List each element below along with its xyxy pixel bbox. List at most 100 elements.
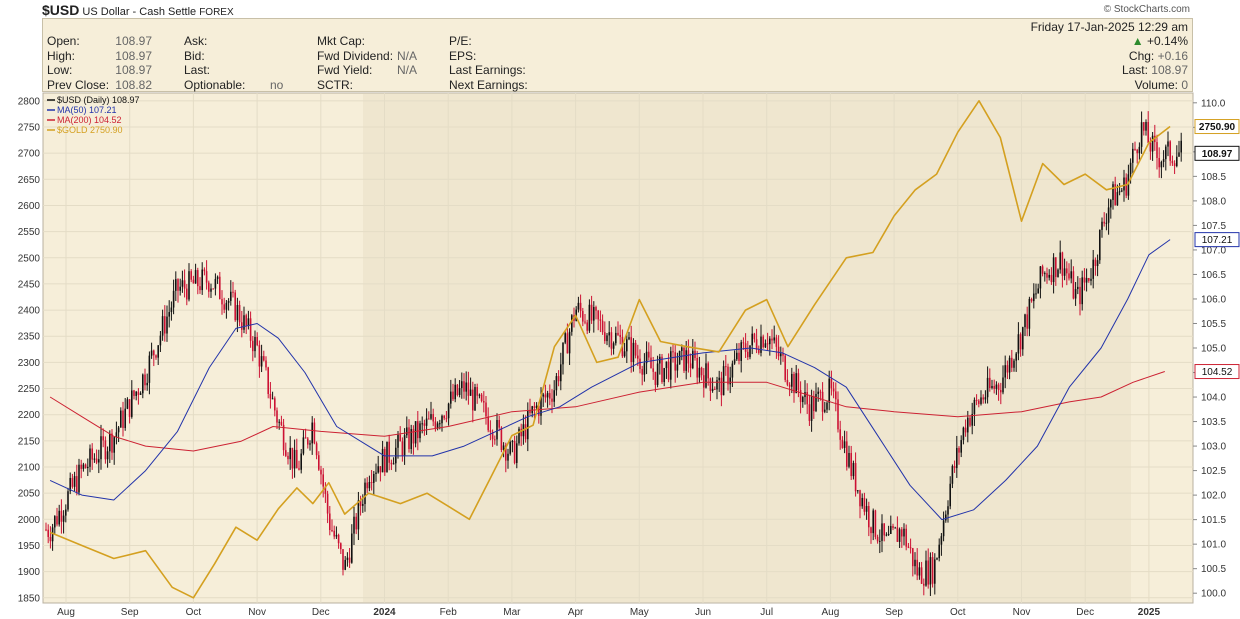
candle-body <box>604 332 606 342</box>
candle-body <box>364 482 366 505</box>
candle-body <box>329 513 331 531</box>
candle-body <box>428 418 430 420</box>
candle-body <box>709 378 712 391</box>
last2-value: 108.97 <box>1151 63 1188 77</box>
candle-body <box>1039 266 1042 289</box>
candle-body <box>1136 149 1138 154</box>
candle-body <box>322 474 324 487</box>
candle-body <box>942 520 945 537</box>
candle-body <box>223 304 225 310</box>
candle-body <box>951 466 954 484</box>
candle-body <box>194 270 197 284</box>
candle-body <box>566 333 569 354</box>
candle-body <box>634 342 637 356</box>
quote-col-labels-2: Ask: Bid: Last: Optionable: <box>184 34 245 92</box>
candle-body <box>593 307 595 321</box>
candle-body <box>221 299 223 305</box>
candle-body <box>388 441 390 463</box>
candle-body <box>333 530 335 537</box>
candle-body <box>324 486 327 494</box>
candle-body <box>98 459 100 463</box>
legend-label: $USD (Daily) 108.97 <box>57 95 140 105</box>
candle-body <box>113 437 115 453</box>
candle-body <box>1107 207 1110 223</box>
candle-body <box>1013 360 1015 368</box>
candle-body <box>399 434 401 442</box>
candle-body <box>252 340 254 352</box>
candle-body <box>619 334 621 337</box>
y-right-tick-label: 100.5 <box>1201 564 1226 575</box>
candle-body <box>894 527 896 529</box>
candle-body <box>784 355 786 380</box>
candle-body <box>524 424 527 440</box>
candle-body <box>685 350 687 371</box>
candle-body <box>1046 273 1048 278</box>
candle-body <box>1066 268 1068 274</box>
candle-body <box>109 433 111 452</box>
candle-body <box>780 353 782 357</box>
candle-body <box>1090 278 1092 281</box>
value-badge-box <box>1194 145 1240 161</box>
candle-body <box>93 458 96 460</box>
series-line-ma-50 <box>49 239 1171 521</box>
candle-body <box>406 427 408 436</box>
candle-body <box>192 279 195 284</box>
candle-body <box>725 366 727 368</box>
candle-body <box>806 392 808 405</box>
candle-body <box>584 321 586 323</box>
candle-body <box>124 408 126 428</box>
candle-body <box>234 292 236 321</box>
candle-body <box>665 361 668 369</box>
candle-body <box>278 421 280 423</box>
candle-body <box>357 500 360 530</box>
candle-body <box>786 379 789 385</box>
candle-body <box>166 316 168 334</box>
last-row: Last: 108.97 <box>1122 63 1188 78</box>
candle-body <box>320 469 322 475</box>
candle-body <box>1081 277 1083 305</box>
candle-body <box>219 276 221 300</box>
candle-body <box>135 391 137 396</box>
candle-body <box>681 347 683 351</box>
candle-body <box>161 316 164 336</box>
candle-body <box>276 410 278 423</box>
candle-body <box>837 399 839 430</box>
candle-body <box>128 399 131 417</box>
x-tick-label: Jun <box>695 607 711 618</box>
candle-body <box>546 393 549 398</box>
candle-body <box>663 368 665 383</box>
candle-body <box>846 441 848 467</box>
candle-body <box>817 391 819 394</box>
candle-body <box>674 352 676 371</box>
candle-body <box>777 346 780 357</box>
symbol-name: US Dollar - Cash Settle <box>82 6 197 18</box>
candle-body <box>293 449 296 469</box>
candle-body <box>337 534 340 544</box>
candle-body <box>1118 191 1121 193</box>
y-right-tick-label: 108.0 <box>1201 196 1226 207</box>
chart-title: $USD US Dollar - Cash Settle FOREX <box>42 2 234 18</box>
candle-body <box>355 516 357 530</box>
credit[interactable]: © StockCharts.com <box>1103 4 1190 15</box>
candle-body <box>199 286 201 291</box>
last-label: Last: <box>184 63 211 77</box>
candle-body <box>491 431 494 440</box>
candle-body <box>351 533 353 563</box>
candle-body <box>890 526 892 534</box>
candle-body <box>1138 146 1141 154</box>
series-line-gold <box>49 100 1171 599</box>
candle-body <box>487 416 489 431</box>
candle-body <box>412 429 415 444</box>
candle-body <box>1114 184 1116 206</box>
candle-body <box>291 447 294 469</box>
eps-label: EPS: <box>449 48 477 63</box>
candle-body <box>1022 327 1024 350</box>
candle-body <box>775 337 778 347</box>
y-left-tick-label: 2600 <box>18 201 41 212</box>
candle-body <box>850 452 852 477</box>
candle-body <box>648 351 650 358</box>
candle-body <box>720 377 723 396</box>
candle-body <box>186 288 188 300</box>
candle-body <box>443 415 445 419</box>
